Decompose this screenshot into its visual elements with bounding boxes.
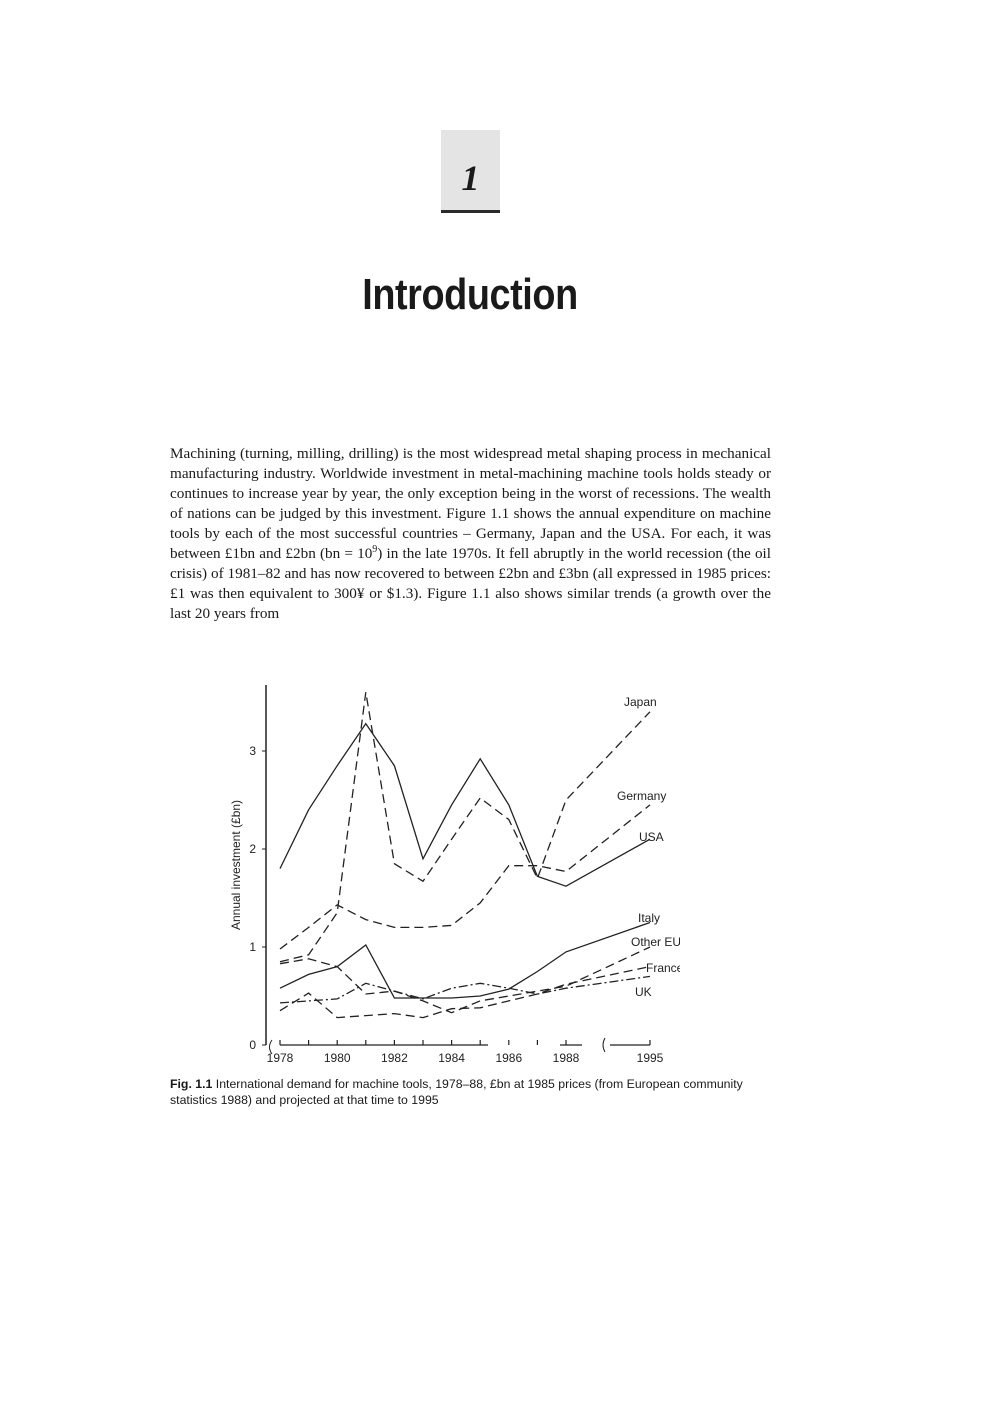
series-label: Japan (624, 695, 657, 709)
caption-text: International demand for machine tools, … (170, 1077, 743, 1107)
series-label: Italy (638, 911, 660, 925)
series-label: Germany (617, 789, 666, 803)
series-line-usa (279, 722, 651, 887)
x-tick-label: 1980 (324, 1051, 351, 1065)
series-line-uk (279, 975, 651, 1004)
body-paragraph: Machining (turning, milling, drilling) i… (170, 444, 771, 624)
axis-break-mark (269, 1039, 273, 1055)
series-label: France (646, 961, 680, 975)
x-tick-label: 1995 (637, 1051, 664, 1065)
x-tick-label: 1982 (381, 1051, 408, 1065)
series-line-italy (279, 921, 651, 999)
x-tick-label: 1988 (553, 1051, 580, 1065)
series-label: UK (635, 985, 652, 999)
y-tick-label: 1 (249, 940, 256, 954)
series-line-germany (279, 804, 651, 950)
chapter-number: 1 (441, 130, 500, 213)
series-line-other-eu (279, 946, 651, 1014)
x-tick-label: 1986 (495, 1051, 522, 1065)
series-line-japan (279, 692, 651, 963)
x-tick-label: 1984 (438, 1051, 465, 1065)
axis-break-mark (602, 1037, 606, 1053)
paragraph-text: Machining (turning, milling, drilling) i… (170, 445, 771, 562)
y-axis-label: Annual investment (£bn) (229, 800, 243, 930)
paragraph-text-cont: ) in the late 1970s. It fell abruptly in… (170, 545, 771, 622)
figure-label: Fig. 1.1 (170, 1077, 213, 1091)
series-label: USA (639, 830, 664, 844)
investment-line-chart: 0 1 2 3 1978 1980 1982 1984 1986 1988 1995 Annual i… (229, 685, 680, 1065)
superscript: 9 (372, 543, 378, 555)
series-label: Other EU (631, 935, 680, 949)
series-line-france (279, 965, 651, 1019)
y-tick-label: 0 (249, 1038, 256, 1052)
figure-caption: Fig. 1.1 International demand for machin… (170, 1076, 775, 1108)
chapter-title: Introduction (362, 270, 578, 319)
x-tick-label: 1978 (267, 1051, 294, 1065)
y-tick-label: 2 (249, 842, 256, 856)
y-tick-label: 3 (249, 744, 256, 758)
